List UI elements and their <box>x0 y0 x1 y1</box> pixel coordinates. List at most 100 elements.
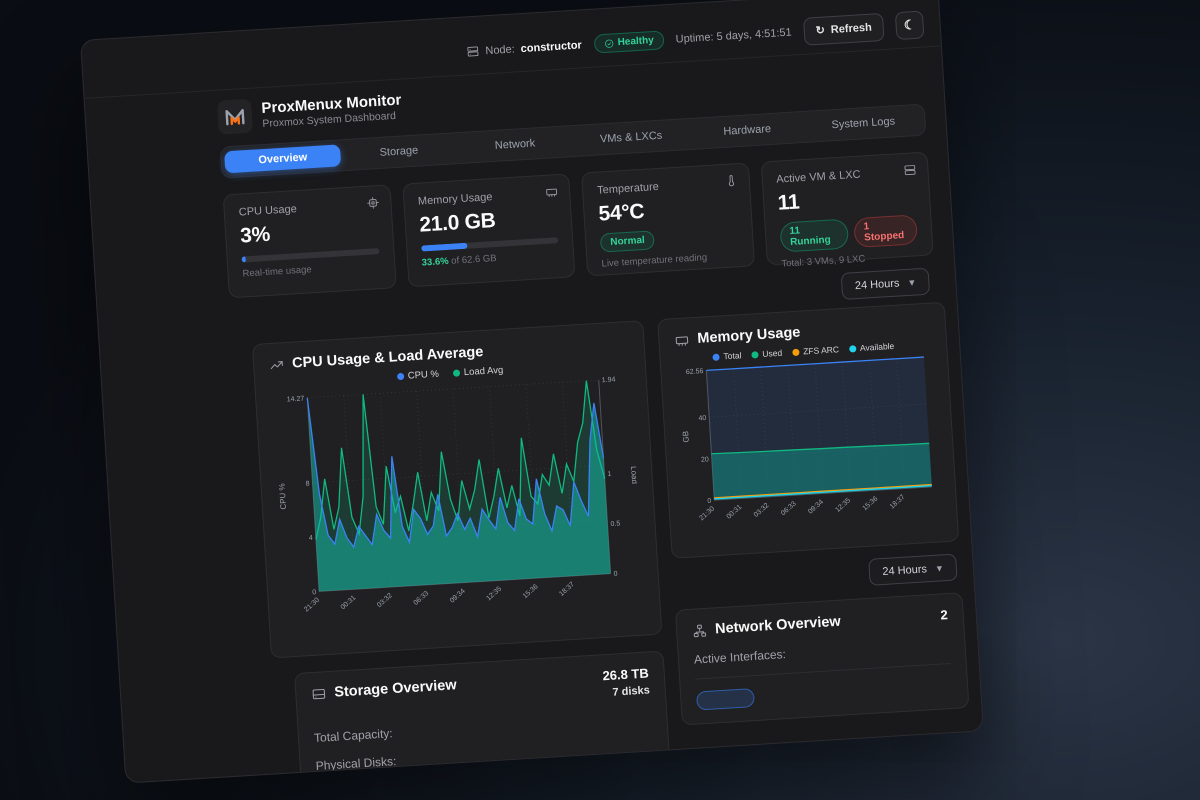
svg-text:09:34: 09:34 <box>449 588 467 605</box>
cpu-usage-card: CPU Usage 3% Real-time usage <box>222 184 397 299</box>
svg-text:09:34: 09:34 <box>807 499 825 516</box>
vm-card-title: Active VM & LXC <box>775 168 861 186</box>
svg-text:Load: Load <box>629 466 639 484</box>
svg-text:0: 0 <box>312 589 316 596</box>
server-icon <box>467 46 479 57</box>
svg-text:1.94: 1.94 <box>602 376 616 384</box>
svg-text:14.27: 14.27 <box>287 395 305 403</box>
moon-icon: ☾ <box>903 16 916 33</box>
svg-text:CPU %: CPU % <box>277 483 288 510</box>
refresh-button[interactable]: ↻ Refresh <box>802 12 885 46</box>
svg-text:00:31: 00:31 <box>340 594 358 611</box>
svg-text:21:30: 21:30 <box>698 505 716 522</box>
memory-chart-card: Memory Usage Total Used ZFS ARC Availabl… <box>657 301 960 559</box>
svg-text:18:37: 18:37 <box>558 581 576 598</box>
svg-text:03:32: 03:32 <box>753 502 771 519</box>
left-column: CPU Usage & Load Average CPU % Load Avg … <box>251 320 671 784</box>
health-badge: Healthy <box>593 30 665 54</box>
divider <box>695 663 951 680</box>
proxmenux-logo <box>216 98 253 135</box>
svg-text:40: 40 <box>698 415 706 422</box>
time-range-select[interactable]: 24 Hours ▼ <box>841 267 931 300</box>
active-vm-lxc-card: Active VM & LXC 11 11 Running 1 Stopped … <box>760 151 934 270</box>
svg-text:21:30: 21:30 <box>303 597 321 614</box>
server-stack-icon <box>903 163 917 182</box>
chevron-down-icon: ▼ <box>907 276 917 288</box>
temperature-card: Temperature 54°C Normal Live temperature… <box>581 162 755 277</box>
svg-text:0: 0 <box>707 498 711 505</box>
svg-text:15:36: 15:36 <box>862 495 880 512</box>
network-icon <box>693 624 707 637</box>
storage-title: Storage Overview <box>333 677 458 701</box>
refresh-icon: ↻ <box>815 24 826 38</box>
svg-text:06:33: 06:33 <box>780 500 798 517</box>
tab-hardware[interactable]: Hardware <box>723 122 772 138</box>
theme-toggle-button[interactable]: ☾ <box>894 9 925 40</box>
vm-stopped-badge: 1 Stopped <box>853 214 919 249</box>
storage-disks-label: Physical Disks: <box>315 754 397 773</box>
cpu-load-chart-card: CPU Usage & Load Average CPU % Load Avg … <box>251 320 663 659</box>
memory-progress-fill <box>420 242 468 252</box>
svg-text:03:32: 03:32 <box>376 592 394 609</box>
app-header: ProxMenux Monitor Proxmox System Dashboa… <box>85 46 944 148</box>
cpu-progress-fill <box>241 256 247 263</box>
check-circle-icon <box>604 39 613 48</box>
svg-text:12:35: 12:35 <box>834 497 852 514</box>
svg-text:0.5: 0.5 <box>610 520 620 528</box>
charts-row: CPU Usage & Load Average CPU % Load Avg … <box>251 301 970 784</box>
svg-text:4: 4 <box>309 535 313 542</box>
tab-network[interactable]: Network <box>494 137 536 152</box>
svg-text:06:33: 06:33 <box>413 590 431 607</box>
memory-icon <box>545 185 559 204</box>
network-overview-card: Network Overview 2 Active Interfaces: <box>674 592 970 726</box>
interface-badge[interactable] <box>695 688 755 711</box>
thermometer-icon <box>724 174 738 193</box>
tab-storage[interactable]: Storage <box>379 144 419 159</box>
memory-usage-card: Memory Usage 21.0 GB 33.6% of 62.6 GB <box>401 173 576 288</box>
cpu-card-sub: Real-time usage <box>242 264 312 280</box>
storage-disks-value: 7 disks <box>612 684 651 699</box>
stats-row: CPU Usage 3% Real-time usage Memory Usag… <box>222 151 934 299</box>
time-range-select-2[interactable]: 24 Hours ▼ <box>868 553 958 586</box>
svg-text:12:35: 12:35 <box>485 585 503 602</box>
dashboard-panel: Node: constructor Healthy Uptime: 5 days… <box>80 0 984 784</box>
cpu-card-value: 3% <box>239 222 271 248</box>
tab-vms-lxcs[interactable]: VMs & LXCs <box>599 129 663 146</box>
memory-card-sub: 33.6% of 62.6 GB <box>421 252 497 269</box>
trending-up-icon <box>270 360 283 369</box>
temperature-card-value: 54°C <box>597 199 645 226</box>
svg-text:15:36: 15:36 <box>522 583 540 600</box>
right-column: Memory Usage Total Used ZFS ARC Availabl… <box>657 301 970 726</box>
svg-text:GB: GB <box>681 431 691 443</box>
tab-overview[interactable]: Overview <box>224 144 342 174</box>
temperature-card-sub: Live temperature reading <box>601 252 708 270</box>
active-interfaces-label: Active Interfaces: <box>693 647 787 667</box>
memory-card-title: Memory Usage <box>417 191 493 208</box>
svg-text:1: 1 <box>607 471 611 478</box>
cpu-icon <box>366 196 380 215</box>
active-interfaces-value: 2 <box>940 607 949 623</box>
cpu-card-title: CPU Usage <box>238 203 298 219</box>
node-indicator: Node: constructor <box>466 38 582 58</box>
top-status-bar: Node: constructor Healthy Uptime: 5 days… <box>81 0 941 99</box>
svg-text:8: 8 <box>305 481 309 488</box>
vm-card-sub: Total: 3 VMs, 9 LXC <box>781 253 866 270</box>
temperature-status-badge: Normal <box>599 230 656 253</box>
cpu-load-chart: 21:30 00:31 03:32 06:33 09:34 12:35 15:36 18:37… <box>277 376 639 614</box>
svg-text:00:31: 00:31 <box>726 504 744 521</box>
vm-card-value: 11 <box>777 190 801 215</box>
network-title: Network Overview <box>714 613 842 638</box>
svg-text:62.56: 62.56 <box>686 368 704 376</box>
node-label: Node: <box>485 42 516 57</box>
memory-icon <box>675 335 689 346</box>
node-value: constructor <box>520 38 583 55</box>
svg-text:0: 0 <box>613 571 617 578</box>
storage-total-capacity-value: 26.8 TB <box>602 665 650 684</box>
tab-system-logs[interactable]: System Logs <box>831 115 896 132</box>
chevron-down-icon: ▼ <box>934 562 945 574</box>
memory-chart-title: Memory Usage <box>696 324 801 347</box>
vm-running-badge: 11 Running <box>778 218 849 253</box>
svg-text:18:37: 18:37 <box>889 494 907 511</box>
uptime-text: Uptime: 5 days, 4:51:51 <box>675 26 793 46</box>
storage-total-capacity-label: Total Capacity: <box>313 726 394 746</box>
